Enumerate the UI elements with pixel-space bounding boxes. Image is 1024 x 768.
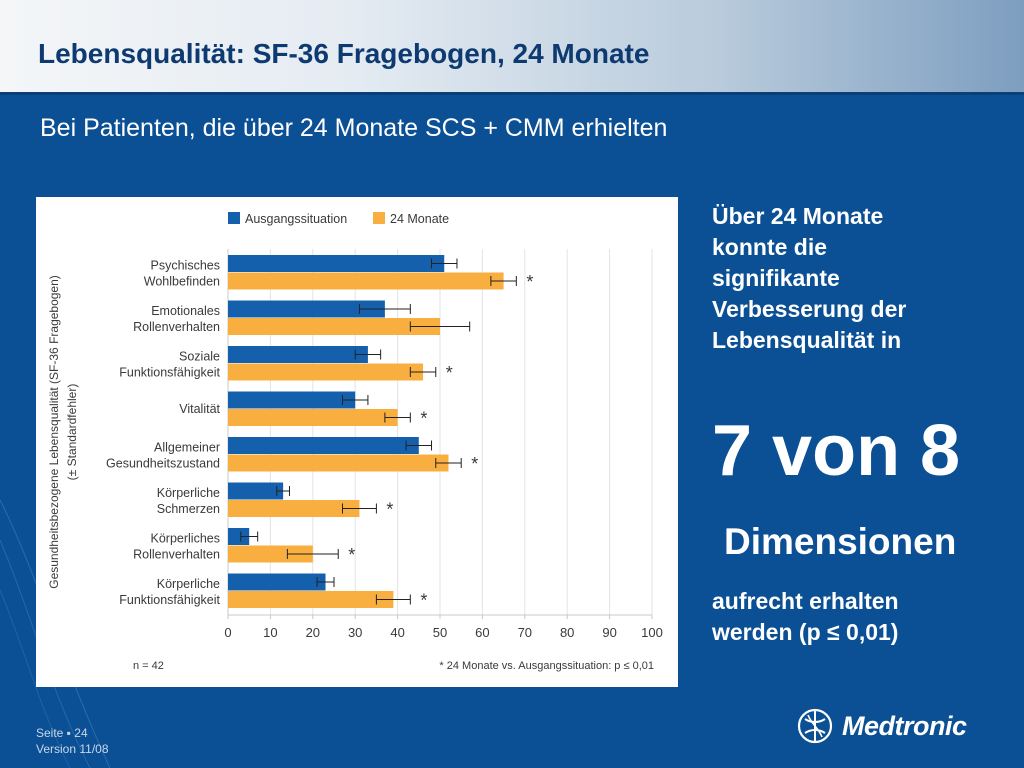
bar [228, 437, 419, 454]
side-text-line: Über 24 Monate [712, 203, 884, 229]
significance-marker: * [446, 363, 453, 383]
x-tick-label: 10 [263, 625, 277, 640]
x-tick-label: 70 [518, 625, 532, 640]
significance-marker: * [420, 409, 427, 429]
legend-label: Ausgangssituation [245, 212, 347, 226]
x-tick-label: 0 [224, 625, 231, 640]
x-tick-label: 100 [641, 625, 663, 640]
significance-footnote: * 24 Monate vs. Ausgangssituation: p ≤ 0… [439, 660, 654, 672]
legend-swatch [373, 212, 385, 224]
side-text-line: signifikante [712, 265, 840, 291]
slide-subtitle: Bei Patienten, die über 24 Monate SCS + … [40, 114, 668, 142]
bar [228, 500, 360, 517]
bar [228, 573, 326, 591]
category-label: Körperliches [151, 532, 220, 546]
x-tick-label: 50 [433, 625, 447, 640]
x-tick-label: 30 [348, 625, 362, 640]
slide-footer: Seite ▪ 24 Version 11/08 [36, 725, 109, 757]
category-label: Wohlbefinden [144, 275, 220, 289]
brand-name: Medtronic [842, 710, 967, 741]
bar [228, 545, 313, 563]
chart-panel: 0 10 20 30 40 50 60 70 80 90 100 Ausgangssituation 2… [36, 197, 678, 687]
category-label: Emotionales [151, 304, 220, 318]
bar [228, 318, 440, 335]
significance-marker: * [386, 500, 393, 520]
version-label: Version 11/08 [36, 742, 109, 756]
bar [228, 346, 368, 363]
bar [228, 454, 449, 472]
side-tail-line: werden (p ≤ 0,01) [712, 619, 899, 645]
medtronic-logo-icon [797, 708, 833, 744]
header-divider [0, 92, 1024, 95]
side-text: Über 24 Monate konnte die signifikante V… [712, 201, 1002, 356]
x-tick-label: 60 [475, 625, 489, 640]
legend-swatch [228, 212, 240, 224]
x-tick-label: 40 [390, 625, 404, 640]
bar [228, 363, 424, 381]
bar [228, 391, 356, 409]
category-label: Funktionsfähigkeit [119, 366, 220, 380]
bar [228, 528, 250, 545]
significance-marker: * [526, 272, 533, 292]
side-tail-text: aufrecht erhalten werden (p ≤ 0,01) [712, 586, 1002, 648]
bar [228, 255, 445, 272]
bar [228, 591, 394, 608]
category-label: Körperliche [157, 577, 220, 591]
side-tail-line: aufrecht erhalten [712, 588, 899, 614]
page-number: Seite ▪ 24 [36, 726, 88, 740]
highlight-word: Dimensionen [724, 521, 957, 562]
category-label: Psychisches [151, 259, 220, 273]
bar [228, 300, 385, 318]
x-tick-label: 80 [560, 625, 574, 640]
significance-marker: * [348, 545, 355, 565]
category-label: Funktionsfähigkeit [119, 593, 220, 607]
category-label: Schmerzen [157, 502, 220, 516]
significance-marker: * [471, 454, 478, 474]
category-label: Rollenverhalten [133, 320, 220, 334]
bar-chart: 0 10 20 30 40 50 60 70 80 90 100 Ausgangssituation 2… [47, 212, 663, 672]
slide-title: Lebensqualität: SF-36 Fragebogen, 24 Mon… [38, 38, 650, 69]
x-tick-label: 20 [306, 625, 320, 640]
category-label: Gesundheitszustand [106, 457, 220, 471]
x-tick-label: 90 [602, 625, 616, 640]
legend-label: 24 Monate [390, 212, 449, 226]
y-axis-label: Gesundheitsbezogene Lebensqualität (SF-3… [47, 275, 61, 589]
y-axis-sublabel: (± Standardfehler) [65, 384, 79, 481]
significance-marker: * [420, 591, 427, 611]
brand-logo: Medtronic [796, 706, 967, 746]
category-label: Allgemeiner [154, 441, 220, 455]
category-label: Vitalität [179, 402, 220, 416]
side-text-line: Verbesserung der [712, 296, 907, 322]
highlight-number: 7 von 8 [712, 411, 961, 491]
side-text-line: Lebensqualität in [712, 327, 902, 353]
bar [228, 482, 284, 500]
side-text-line: konnte die [712, 234, 828, 260]
sample-size-note: n = 42 [133, 660, 164, 672]
slide-header [0, 0, 1024, 92]
bar [228, 409, 398, 426]
category-label: Soziale [179, 350, 220, 364]
category-label: Rollenverhalten [133, 548, 220, 562]
category-label: Körperliche [157, 486, 220, 500]
bar [228, 272, 504, 290]
